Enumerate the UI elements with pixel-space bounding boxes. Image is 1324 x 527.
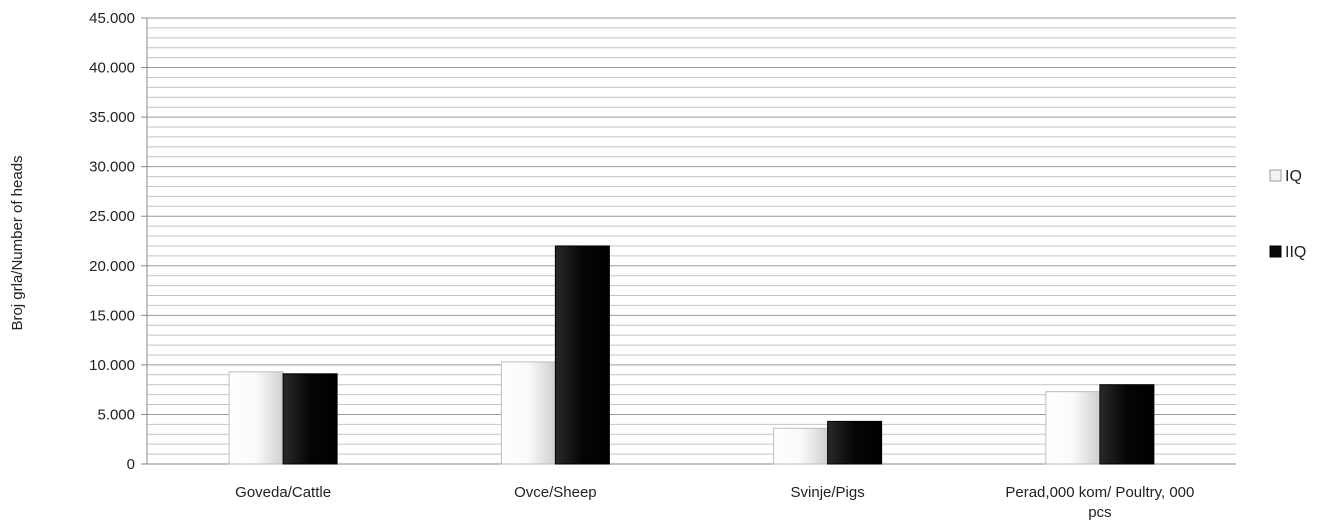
bar-iq-3 (774, 428, 828, 464)
x-category-label: Goveda/Cattle (235, 484, 331, 501)
legend-swatch-iiq (1270, 246, 1281, 257)
y-tick-label: 35.000 (89, 109, 135, 126)
y-tick-label: 25.000 (89, 208, 135, 225)
y-tick-label: 5.000 (97, 406, 135, 423)
y-tick-label: 20.000 (89, 258, 135, 275)
bar-iq-1 (229, 372, 283, 464)
y-tick-label: 40.000 (89, 60, 135, 77)
legend-label-iq: IQ (1285, 168, 1302, 185)
bar-iq-4 (1046, 392, 1100, 464)
y-tick-label: 10.000 (89, 357, 135, 374)
y-tick-label: 30.000 (89, 159, 135, 176)
y-tick-label: 45.000 (89, 10, 135, 27)
y-tick-label: 15.000 (89, 307, 135, 324)
x-category-label: Perad,000 kom/ Poultry, 000 pcs (1005, 484, 1194, 521)
bar-iiq-2 (555, 246, 609, 464)
x-category-label: Ovce/Sheep (514, 484, 597, 501)
x-category-labels: Goveda/Cattle Ovce/Sheep Svinje/Pigs Perad,… (235, 484, 1194, 521)
legend: IQ IIQ (1270, 168, 1306, 261)
y-tick-labels: 0 5.000 10.000 15.000 20.000 25.000 30.000 35.0… (89, 10, 135, 473)
bar-iiq-1 (283, 374, 337, 464)
legend-label-iiq: IIQ (1285, 244, 1306, 261)
y-tick-label: 0 (127, 456, 135, 473)
bar-iiq-3 (828, 421, 882, 464)
bar-iq-2 (501, 362, 555, 464)
bar-iiq-4 (1100, 385, 1154, 464)
legend-swatch-iq (1270, 170, 1281, 181)
y-axis-label: Broj grla/Number of heads (9, 155, 26, 330)
x-category-label: Svinje/Pigs (791, 484, 865, 501)
